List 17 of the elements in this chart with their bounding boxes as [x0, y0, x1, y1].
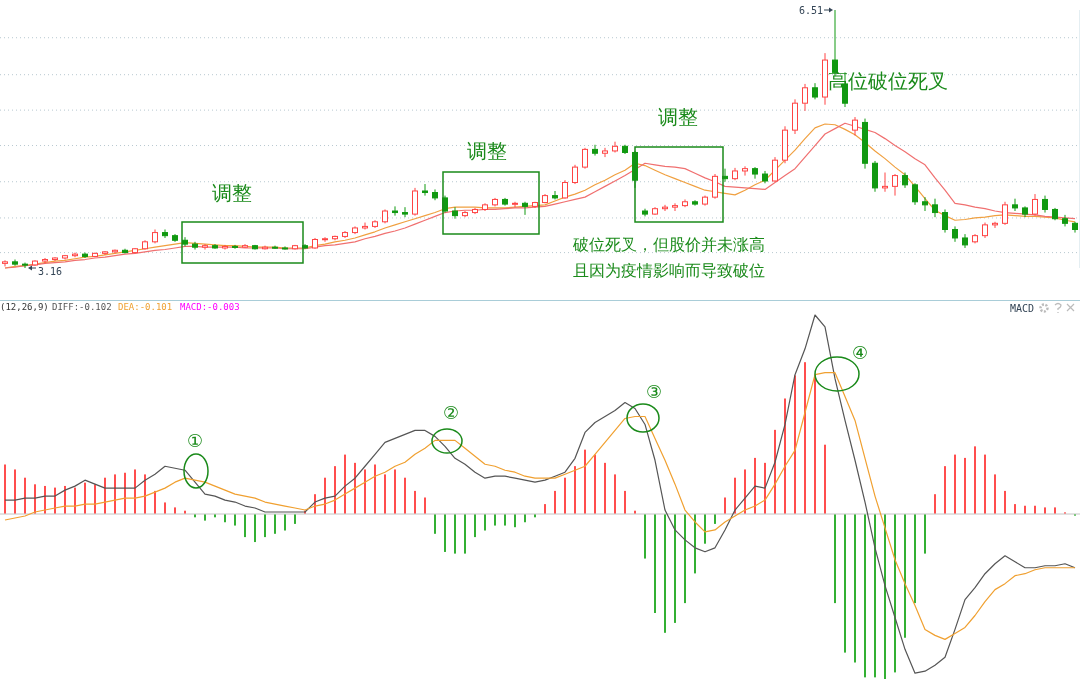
annotation: 3.16 [38, 266, 63, 277]
annotation: 调整 [658, 105, 698, 129]
annotation: ② [442, 402, 460, 423]
annotation: 调整 [467, 139, 507, 163]
text: MACD [1009, 303, 1034, 314]
text: MACD:-0.003 [180, 302, 240, 312]
annotation: ③ [645, 381, 663, 402]
text: DEA:-0.101 [118, 302, 173, 312]
annotation: 且因为疫情影响而导致破位 [573, 261, 765, 280]
annotation: ① [186, 430, 204, 451]
annotation: 调整 [212, 181, 252, 205]
annotation: 破位死叉，但股价并未涨高 [572, 235, 765, 254]
annotation: ④ [851, 342, 869, 363]
annotation: 高位破位死叉 [828, 69, 948, 93]
annotation: 6.51 [798, 5, 823, 16]
chart-title: (12,26,9) [0, 302, 49, 312]
text: DIFF:-0.102 [52, 302, 112, 312]
